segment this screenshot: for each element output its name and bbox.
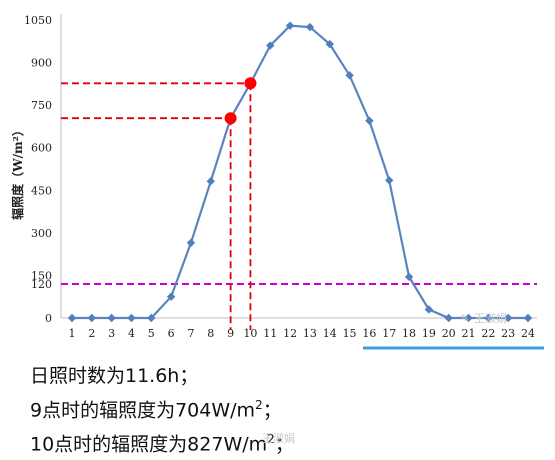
data-point [127,313,136,323]
x-tick-label: 5 [148,327,155,340]
x-tick-labels: 1 2 3 4 5 6 7 8 9 10 11 12 13 14 15 16 17 18 19 20 21 22 23 24 [69,327,536,340]
highlight-point [244,77,257,90]
note-sunshine-hours: 日照时数为11.6h； [30,362,294,391]
data-point [444,313,453,323]
data-point [464,313,473,323]
x-tick-label: 10 [243,327,257,340]
note-line2-text: 9点时的辐照度为704W/m [30,399,256,422]
y-tick-label: 0 [45,312,52,325]
x-tick-label: 19 [422,327,436,340]
y-tick-label: 300 [31,227,52,240]
x-tick-label: 2 [88,327,95,340]
x-tick-label: 23 [501,327,515,340]
watermark-bottom-text: 王淑娟 [262,432,295,445]
note-line2-suffix: ； [262,399,282,422]
watermark-top: ✎ 王淑娟 [460,311,507,325]
series-polyline [72,24,528,320]
note-irradiance-10: 10点时的辐照度为827W/m2； [30,425,294,459]
x-tick-label: 8 [207,327,214,340]
data-point [266,41,275,50]
x-tick-label: 4 [128,327,135,340]
watermark-text: 王淑娟 [474,311,507,325]
x-tick-label: 12 [283,327,297,340]
data-point [166,292,176,301]
x-tick-label: 9 [227,327,234,340]
x-tick-label: 20 [442,327,456,340]
data-point [424,305,434,314]
x-tick-label: 16 [362,327,376,340]
note-line3-text: 10点时的辐照度为827W/m [30,433,268,456]
data-point [385,176,394,185]
data-point [147,313,156,323]
data-points [67,21,533,323]
x-tick-label: 18 [402,327,416,340]
note-line1-text: 日照时数为11.6h； [30,365,199,387]
x-tick-label: 13 [303,327,317,340]
data-point [67,313,77,323]
data-point [503,313,513,323]
watermark-bottom: 王淑娟 [262,430,295,446]
watermark-icon: ✎ [460,312,469,325]
data-point [305,22,315,32]
note-line3-sup: 2 [267,432,275,447]
data-point [523,313,533,323]
data-point [325,39,334,49]
highlight-point [224,112,237,125]
x-tick-label: 15 [343,327,357,340]
note-line3-suffix: ； [274,433,294,456]
y-tick-label: 600 [31,142,52,155]
y-axis-label: 辐照度（W/m²） [10,124,25,220]
y-tick-label: 150 [31,269,52,282]
data-point [107,313,116,323]
y-tick-label: 450 [31,184,52,197]
notes-block: 日照时数为11.6h； 9点时的辐照度为704W/m2； 10点时的辐照度为82… [30,362,294,460]
y-tick-label: 900 [31,57,52,70]
x-tick-label: 17 [382,327,396,340]
x-tick-label: 21 [462,327,476,340]
data-point [186,238,196,247]
x-tick-label: 1 [69,327,76,340]
x-tick-label: 7 [187,327,194,340]
y-tick-label: 1050 [24,14,52,27]
x-tick-label: 11 [263,327,277,340]
chart-axes [60,14,537,319]
series-line [72,24,528,320]
x-tick-label: 22 [481,327,495,340]
data-point [484,313,493,323]
data-point [285,21,295,30]
x-tick-label: 6 [168,327,175,340]
data-point [87,313,97,323]
note-line2-sup: 2 [255,398,263,412]
data-point [345,71,354,80]
highlight-points [224,77,257,125]
guide-lines [61,82,537,330]
x-tick-label: 24 [521,327,535,340]
data-point [365,116,374,125]
note-irradiance-9: 9点时的辐照度为704W/m2； [30,391,294,425]
y-tick-label: 120 [31,278,52,291]
x-tick-label: 14 [323,327,337,340]
x-tick-label: 3 [108,327,115,340]
data-point [206,177,215,186]
data-point [404,272,414,282]
y-tick-label: 750 [31,99,52,112]
